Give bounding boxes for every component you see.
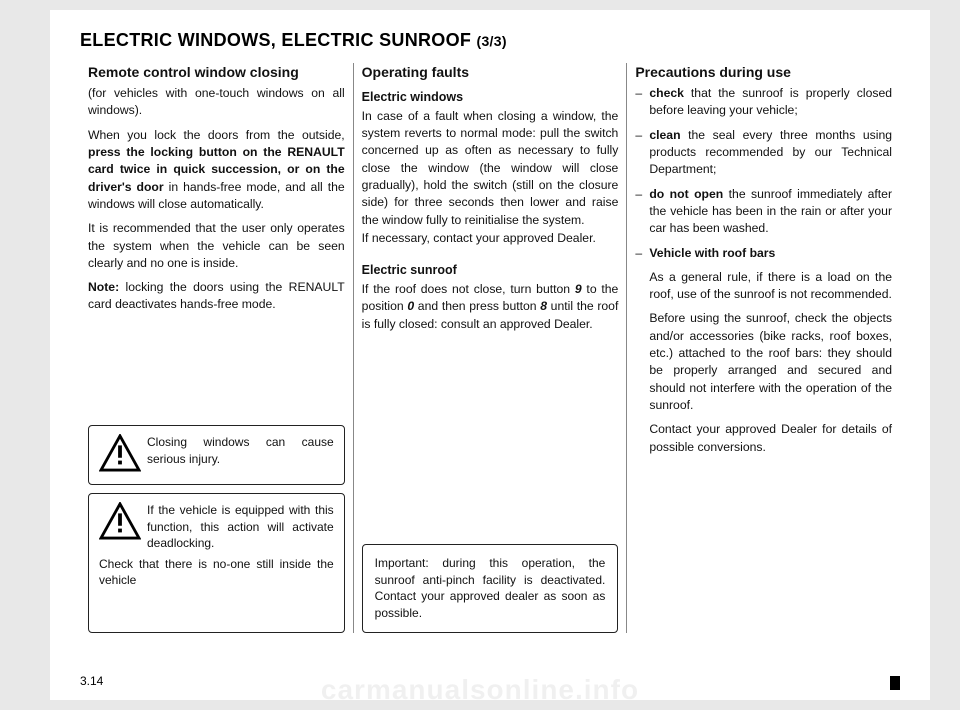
col1-p3: It is recommended that the user only ope… bbox=[88, 220, 345, 272]
t: If the roof does not close, turn button bbox=[362, 282, 575, 296]
warn2b-text: Check that there is no-one still inside … bbox=[99, 556, 334, 589]
title-sub: (3/3) bbox=[477, 33, 507, 49]
t: and then press button bbox=[414, 299, 540, 313]
page-number: 3.14 bbox=[80, 674, 103, 688]
ref-9: 9 bbox=[575, 282, 582, 296]
col2-p2: If the roof does not close, turn button … bbox=[362, 281, 619, 333]
col1-p2a: When you lock the doors from the out­sid… bbox=[88, 128, 345, 142]
list-item: check that the sunroof is properly close… bbox=[635, 85, 892, 120]
li1a: check bbox=[649, 86, 684, 100]
spacer bbox=[362, 340, 619, 544]
li1b: that the sunroof is properly closed befo… bbox=[649, 86, 892, 117]
page-title: ELECTRIC WINDOWS, ELECTRIC SUNROOF (3/3) bbox=[80, 30, 900, 51]
col1-heading: Remote control window closing bbox=[88, 63, 345, 83]
col2-p1b: If necessary, contact your approved Deal… bbox=[362, 230, 619, 247]
col1-p4a: Note: bbox=[88, 280, 119, 294]
col3-p3: Contact your approved Dealer for details… bbox=[635, 421, 892, 456]
manual-page: ELECTRIC WINDOWS, ELECTRIC SUNROOF (3/3)… bbox=[50, 10, 930, 700]
col3-p2: Before using the sunroof, check the obje… bbox=[635, 310, 892, 414]
precautions-list: check that the sunroof is properly close… bbox=[635, 85, 892, 269]
note-text: Important: during this operation, the su… bbox=[375, 556, 606, 620]
spacer bbox=[88, 321, 345, 417]
col1-p4b: locking the doors using the RENAULT card… bbox=[88, 280, 345, 311]
col2-p1: In case of a fault when closing a window… bbox=[362, 108, 619, 229]
list-item: Vehicle with roof bars bbox=[635, 245, 892, 262]
col1-p2: When you lock the doors from the out­sid… bbox=[88, 127, 345, 214]
important-note-box: Important: during this operation, the su… bbox=[362, 544, 619, 633]
ref-8: 8 bbox=[540, 299, 547, 313]
col2-sub2: Electric sunroof bbox=[362, 262, 619, 280]
col3-p1: As a general rule, if there is a load on… bbox=[635, 269, 892, 304]
warning-triangle-icon bbox=[99, 434, 141, 472]
li2b: the seal every three months using produc… bbox=[649, 128, 892, 177]
col1-p1: (for vehicles with one-touch windows on … bbox=[88, 85, 345, 120]
col2-heading: Operating faults bbox=[362, 63, 619, 83]
warning-box-2: If the vehicle is equipped with this fun… bbox=[88, 493, 345, 633]
col2-sub1: Electric windows bbox=[362, 89, 619, 107]
col-2: Operating faults Electric windows In cas… bbox=[353, 63, 627, 633]
li2a: clean bbox=[649, 128, 680, 142]
warn1-text: Closing windows can cause serious injury… bbox=[147, 435, 334, 466]
warning-box-1: Closing windows can cause serious injury… bbox=[88, 425, 345, 485]
warning-triangle-icon bbox=[99, 502, 141, 540]
li4: Vehicle with roof bars bbox=[649, 246, 775, 260]
page-marker bbox=[890, 676, 900, 690]
li3a: do not open bbox=[649, 187, 723, 201]
warn2a-text: If the vehicle is equipped with this fun… bbox=[147, 503, 334, 550]
list-item: do not open the sunroof immedi­ately aft… bbox=[635, 186, 892, 238]
columns: Remote control window closing (for vehic… bbox=[80, 63, 900, 633]
col-1: Remote control window closing (for vehic… bbox=[80, 63, 353, 633]
col3-heading: Precautions during use bbox=[635, 63, 892, 83]
title-main: ELECTRIC WINDOWS, ELECTRIC SUNROOF bbox=[80, 30, 477, 50]
list-item: clean the seal every three months using … bbox=[635, 127, 892, 179]
col-3: Precautions during use check that the su… bbox=[626, 63, 900, 633]
col1-p4: Note: locking the doors using the RENAUL… bbox=[88, 279, 345, 314]
